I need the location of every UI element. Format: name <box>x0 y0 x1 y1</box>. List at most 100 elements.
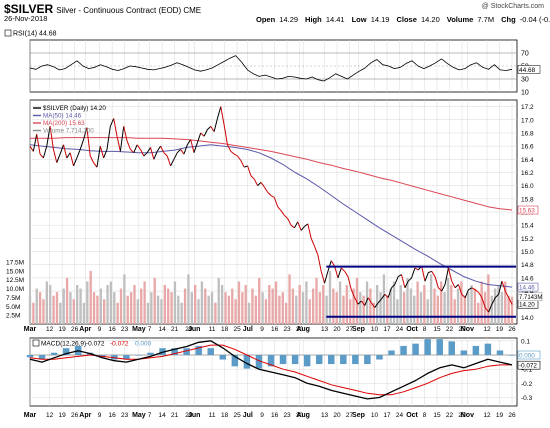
volume-bar <box>136 299 140 324</box>
price-segment <box>153 151 158 160</box>
price-segment <box>270 195 275 198</box>
volume-bar <box>200 281 204 324</box>
rsi-y-tick: 70 <box>521 51 529 58</box>
price-segment <box>498 281 503 295</box>
price-segment <box>344 271 349 277</box>
macd-histogram-bar <box>424 339 431 355</box>
macd-histogram-bar <box>315 355 323 365</box>
price-y-tick: 16.2 <box>521 170 534 177</box>
volume-bar <box>467 292 470 324</box>
volume-bar <box>237 281 241 324</box>
x-tick-label-top: 29 <box>458 326 466 333</box>
macd-histogram-bar <box>376 355 383 360</box>
price-segment <box>461 293 466 299</box>
price-segment <box>451 280 456 288</box>
x-tick-label-bottom: 12 <box>483 412 491 419</box>
price-segment <box>297 221 302 231</box>
x-tick-label-bottom: May <box>132 412 146 419</box>
macd-y-tick: -0.3 <box>521 395 533 402</box>
volume-bar <box>500 292 504 324</box>
price-segment <box>49 126 54 150</box>
price-segment <box>52 149 58 163</box>
price-segment <box>360 300 366 306</box>
price-segment <box>371 302 376 308</box>
price-segment <box>508 297 513 305</box>
volume-bar <box>160 299 163 324</box>
x-tick-label-bottom: 19 <box>59 412 67 419</box>
volume-bar <box>197 299 200 324</box>
price-segment <box>428 270 432 274</box>
price-segment <box>337 267 342 279</box>
volume-bar <box>35 288 38 324</box>
volume-bar <box>204 288 207 324</box>
x-tick-label-bottom: 20 <box>333 412 341 419</box>
x-tick-label-top: Oct <box>406 326 418 333</box>
price-segment <box>220 106 225 126</box>
volume-bar <box>308 299 311 324</box>
price-segment <box>401 274 406 288</box>
macd-line <box>29 340 513 400</box>
price-segment <box>257 181 262 187</box>
rsi-line <box>29 55 513 82</box>
price-segment <box>478 292 483 298</box>
volume-bar <box>65 277 69 324</box>
volume-bar <box>487 274 490 324</box>
volume-bar <box>443 292 446 324</box>
price-segment <box>334 265 339 279</box>
x-tick-label-bottom: 10 <box>371 412 379 419</box>
macd-histogram-bar <box>207 348 214 355</box>
macd-histogram-bar <box>352 355 359 365</box>
price-segment <box>136 144 141 150</box>
volume-bar <box>295 295 298 324</box>
volume-bar <box>156 295 160 324</box>
price-segment <box>347 276 352 290</box>
quote-value-1: 14.41 <box>325 15 345 24</box>
macd-histogram-bar <box>62 348 70 355</box>
macd-histogram-bar <box>412 343 419 355</box>
volume-bar <box>332 288 335 324</box>
volume-bar <box>402 292 406 324</box>
price-segment <box>109 118 115 127</box>
x-tick-label-top: 14 <box>158 326 166 333</box>
volume-bar <box>325 295 328 324</box>
price-segment <box>253 178 259 186</box>
price-segment <box>407 277 412 282</box>
x-tick-label-bottom: 19 <box>496 412 504 419</box>
macd-y-tick: 0.1 <box>521 338 530 345</box>
x-tick-label-bottom: 7 <box>148 412 152 419</box>
price-y-tick: 15.8 <box>521 196 534 203</box>
volume-bar <box>261 292 264 324</box>
x-tick-label-bottom: 23 <box>121 412 129 419</box>
price-segment <box>143 152 148 157</box>
volume-bar <box>473 288 477 324</box>
volume-bar <box>369 288 372 324</box>
volume-bar <box>210 292 214 324</box>
price-segment <box>173 152 178 160</box>
quote-value-4: 7.7M <box>477 15 495 24</box>
price-segment <box>207 125 212 131</box>
macd-histogram-bar <box>472 345 480 355</box>
volume-bar <box>264 299 268 324</box>
volume-bar <box>281 292 284 324</box>
volume-y-tick: 15.0M <box>6 268 24 275</box>
price-last-box <box>517 282 539 292</box>
volume-bar <box>170 292 173 324</box>
price-segment <box>73 157 78 167</box>
macd-histogram-bar <box>388 350 395 355</box>
x-tick-label-bottom: Jun <box>188 412 200 419</box>
volume-bar <box>244 285 247 324</box>
price-segment <box>170 159 175 167</box>
price-y-tick: 16.4 <box>521 157 534 164</box>
volume-bar <box>231 288 234 324</box>
x-tick-label-top: 27 <box>346 326 354 333</box>
ma200-line <box>30 137 513 211</box>
x-tick-label-top: 11 <box>209 326 216 333</box>
macd-histogram-bar <box>364 355 371 365</box>
x-tick-label-top: 23 <box>283 326 291 333</box>
volume-bar <box>453 299 456 324</box>
price-segment <box>307 223 312 239</box>
volume-bar <box>106 285 109 324</box>
macd-histogram-bar <box>243 355 251 369</box>
price-segment <box>83 127 88 140</box>
volume-bar <box>163 285 166 324</box>
